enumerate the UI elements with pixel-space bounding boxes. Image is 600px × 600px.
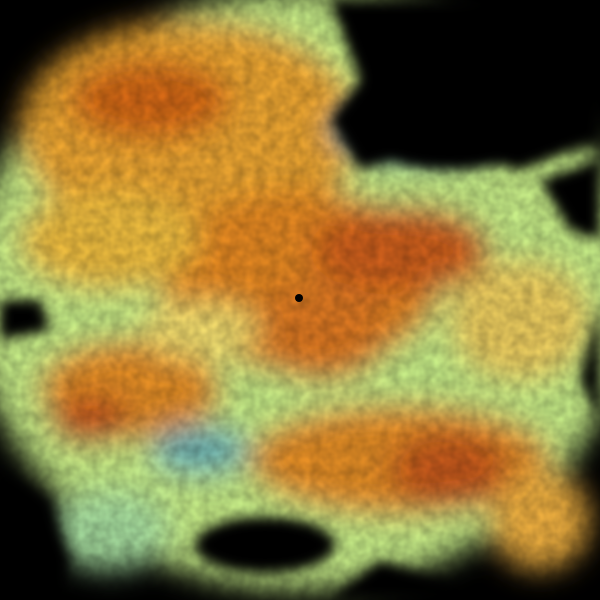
radar-site	[295, 294, 303, 302]
